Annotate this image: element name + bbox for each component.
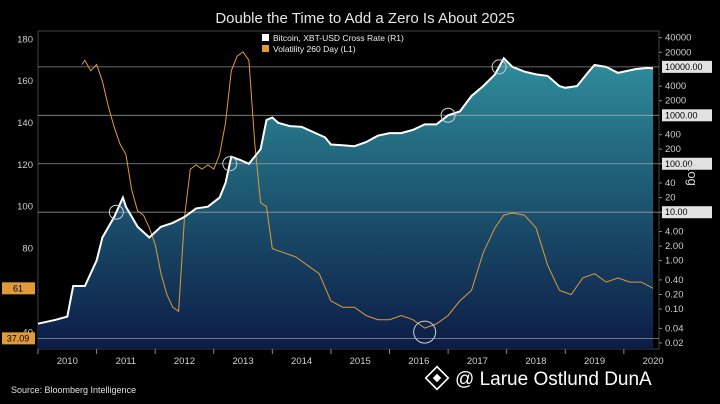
x-tick-label: 2011	[116, 356, 136, 367]
x-axis: 2010 2011 2012 2013 2014 2015 2016 2017 2018 2019…	[37, 349, 664, 367]
bitcoin-area-layer	[38, 58, 654, 350]
volatility-line	[81, 51, 654, 329]
right-value-box-label-0: 10.00	[665, 207, 688, 217]
right-axis-log-label: Log	[685, 164, 700, 186]
legend-swatch-volatility	[262, 45, 269, 52]
right-axis: 0.020.040.100.200.401.002.004.0010204010…	[659, 33, 712, 349]
highlight-lines	[38, 66, 659, 339]
legend-label-volatility: Volatility 260 Day (L1)	[273, 44, 356, 54]
bitcoin-line	[37, 56, 654, 325]
diamond-logo-icon	[424, 365, 450, 391]
right-tick-label: 20	[665, 193, 676, 204]
left-value-box-1	[2, 332, 35, 345]
right-tick-label: 40000	[665, 33, 691, 44]
x-tick-label: 2015	[350, 356, 371, 367]
legend-swatch-bitcoin	[262, 34, 269, 41]
left-tick-label: 180	[17, 34, 33, 45]
right-tick-label: 200	[665, 144, 681, 155]
circle-annotations	[108, 59, 507, 344]
right-tick-label: 2.00	[665, 241, 684, 252]
right-value-box-3	[662, 60, 712, 73]
right-tick-label: 40	[665, 178, 676, 189]
left-tick-label: 80	[22, 244, 33, 255]
source-note: Source: Bloomberg Intelligence	[11, 385, 136, 395]
left-tick-label: 120	[17, 160, 33, 171]
right-tick-label: 2000	[665, 96, 686, 107]
watermark-text: @ Larue Ostlund DunA	[455, 369, 652, 390]
right-value-box-0	[662, 206, 712, 219]
right-tick-label: 400	[665, 130, 681, 141]
series-layer	[37, 51, 654, 329]
watermark: @ Larue Ostlund DunA	[424, 365, 652, 391]
x-tick-label: 2020	[643, 356, 664, 367]
right-tick-label: 1.00	[665, 256, 684, 267]
x-tick-label: 2019	[584, 356, 605, 367]
x-tick-label: 2016	[408, 356, 429, 367]
left-value-box-0	[2, 282, 35, 295]
right-value-box-label-3: 10000.00	[665, 62, 703, 72]
left-axis: 4060801001201401601806137.09	[2, 34, 35, 345]
right-tick-label: 0.04	[665, 323, 684, 334]
left-value-box-label-1: 37.09	[7, 333, 30, 343]
legend-label-bitcoin: Bitcoin, XBT-USD Cross Rate (R1)	[273, 33, 404, 43]
right-tick-label: 0.40	[665, 275, 684, 286]
x-tick-label: 2017	[467, 356, 488, 367]
left-tick-label: 100	[17, 202, 33, 213]
right-value-box-label-2: 1000.00	[665, 110, 698, 120]
x-tick-label: 2014	[291, 356, 312, 367]
chart-title: Double the Time to Add a Zero Is About 2…	[215, 10, 514, 27]
right-value-box-1	[662, 157, 712, 170]
x-tick-label: 2012	[174, 356, 195, 367]
annotation-circle-volatility-low	[413, 320, 437, 344]
right-tick-label: 0.20	[665, 290, 684, 301]
left-value-box-label-0: 61	[13, 283, 23, 293]
annotation-circle-10	[108, 204, 124, 220]
legend: Bitcoin, XBT-USD Cross Rate (R1) Volatil…	[262, 33, 404, 54]
right-tick-label: 4.00	[665, 226, 684, 237]
left-tick-label: 140	[17, 118, 33, 129]
right-value-box-2	[662, 109, 712, 122]
annotation-circle-10000	[491, 59, 507, 75]
annotation-circle-100	[222, 156, 238, 172]
bitcoin-area-fill	[38, 58, 654, 350]
right-tick-label: 0.10	[665, 304, 684, 315]
right-value-box-label-1: 100.00	[665, 159, 693, 169]
x-tick-label: 2010	[57, 356, 78, 367]
right-tick-label: 4000	[665, 81, 686, 92]
annotation-circle-1000	[440, 107, 456, 123]
x-tick-label: 2013	[232, 356, 253, 367]
right-tick-label: 0.02	[665, 338, 684, 349]
left-tick-label: 160	[17, 76, 33, 87]
x-tick-label: 2018	[525, 356, 546, 367]
right-tick-label: 20000	[665, 47, 691, 58]
